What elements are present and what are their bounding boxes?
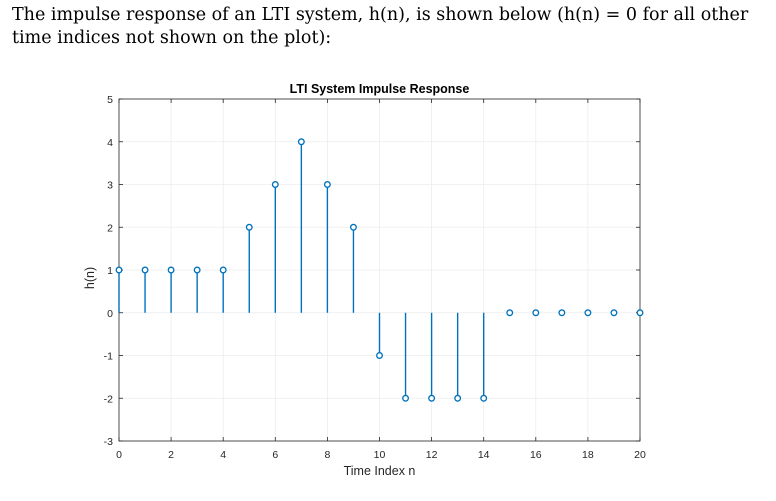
y-tick-label: 1 <box>107 265 113 277</box>
stem-marker <box>532 309 540 317</box>
stem-marker <box>454 394 462 402</box>
stems <box>115 138 644 402</box>
stem-marker <box>610 309 618 317</box>
stem-marker <box>506 309 514 317</box>
x-axis-label: Time Index n <box>344 464 416 478</box>
x-tick-label: 20 <box>634 449 646 461</box>
stem-marker <box>636 309 644 317</box>
y-tick-label: -2 <box>104 393 113 405</box>
chart-title: LTI System Impulse Response <box>290 82 470 96</box>
stem-marker <box>219 266 227 274</box>
problem-statement-line-1: The impulse response of an LTI system, h… <box>12 5 749 25</box>
stem-marker <box>480 394 488 402</box>
x-tick-label: 6 <box>272 449 278 461</box>
stem-marker <box>323 181 331 188</box>
stem-marker <box>271 181 279 188</box>
x-tick-label: 0 <box>116 449 122 461</box>
x-tick-label: 12 <box>426 449 438 461</box>
stem-marker <box>167 266 175 274</box>
y-tick-label: 3 <box>107 180 113 192</box>
x-tick-label: 18 <box>582 449 594 461</box>
stem-marker <box>297 138 305 146</box>
stem-marker <box>428 394 436 402</box>
y-tick-label: 0 <box>107 308 113 320</box>
stem-marker <box>141 266 149 274</box>
stem-marker <box>115 266 123 274</box>
stem-marker <box>584 309 592 317</box>
y-tick-label: 5 <box>107 94 113 106</box>
x-tick-label: 2 <box>168 449 174 461</box>
stem-marker <box>350 223 357 231</box>
problem-statement-line-2: time indices not shown on the plot): <box>12 28 332 48</box>
x-tick-label: 10 <box>374 449 386 461</box>
x-tick-label: 16 <box>530 449 542 461</box>
stem-marker <box>376 352 383 359</box>
y-tick-label: 2 <box>107 222 113 234</box>
stem-marker <box>245 223 253 231</box>
y-tick-label: -3 <box>104 436 113 448</box>
y-axis-label: h(n) <box>83 267 97 289</box>
x-tick-label: 14 <box>478 449 490 461</box>
x-tick-label: 4 <box>220 449 226 461</box>
stem-marker <box>193 266 201 274</box>
problem-statement: The impulse response of an LTI system, h… <box>12 4 768 50</box>
stem-marker <box>402 394 409 402</box>
y-tick-label: 4 <box>107 137 113 149</box>
x-tick-label: 8 <box>324 449 330 461</box>
y-tick-label: -1 <box>104 351 113 363</box>
stem-marker <box>558 309 566 317</box>
